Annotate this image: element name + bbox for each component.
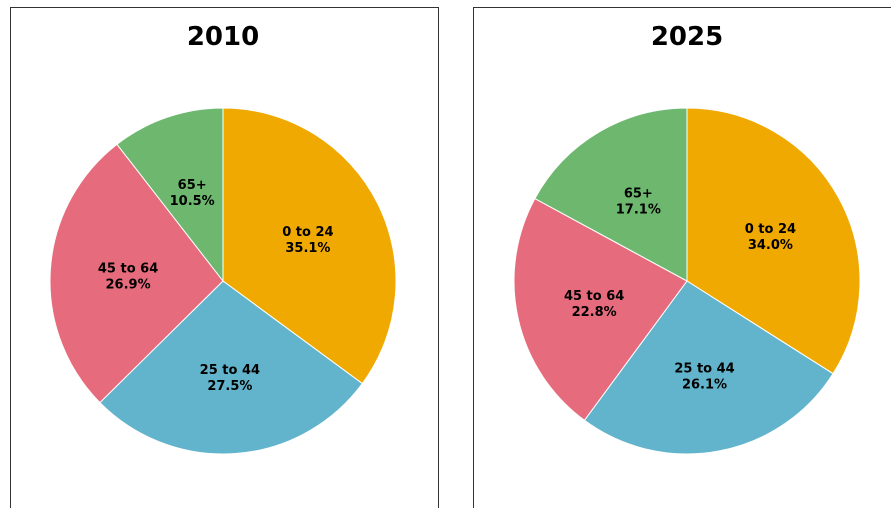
slice-label: 45 to 64 22.8%: [564, 289, 624, 320]
category-label: 0 to 24: [282, 225, 333, 240]
pie-slice: [222, 107, 397, 385]
category-label: 45 to 64: [564, 289, 624, 304]
category-label: 0 to 24: [745, 222, 796, 237]
chart-title: 2010: [187, 22, 259, 52]
value-label: 17.1%: [616, 202, 661, 217]
category-label: 65+: [624, 186, 653, 201]
category-label: 25 to 44: [674, 362, 734, 377]
slice-label: 45 to 64 26.9%: [98, 262, 158, 293]
slice-label: 25 to 44 26.1%: [674, 362, 734, 393]
value-label: 26.9%: [106, 278, 151, 293]
pie-slice: [686, 107, 861, 375]
panel-frame: [10, 7, 439, 508]
value-label: 10.5%: [170, 194, 215, 209]
pie-slice: [49, 143, 224, 404]
pie-slice: [534, 107, 688, 282]
pie-slice: [583, 280, 834, 455]
value-label: 22.8%: [572, 305, 617, 320]
slice-label: 0 to 24 34.0%: [745, 222, 796, 253]
category-label: 25 to 44: [200, 363, 260, 378]
value-label: 27.5%: [207, 379, 252, 394]
slice-label: 25 to 44 27.5%: [200, 363, 260, 394]
value-label: 34.0%: [748, 238, 793, 253]
slice-label: 0 to 24 35.1%: [282, 225, 333, 256]
pie-slice: [513, 197, 688, 422]
chart-title: 2025: [651, 22, 723, 52]
category-label: 65+: [178, 178, 207, 193]
pie-slice: [99, 280, 364, 455]
pie-slice: [116, 107, 224, 283]
category-label: 45 to 64: [98, 262, 158, 277]
panel-frame: [473, 7, 891, 508]
value-label: 26.1%: [682, 378, 727, 393]
value-label: 35.1%: [285, 241, 330, 256]
slice-label: 65+ 17.1%: [616, 186, 661, 217]
slice-label: 65+ 10.5%: [170, 178, 215, 209]
